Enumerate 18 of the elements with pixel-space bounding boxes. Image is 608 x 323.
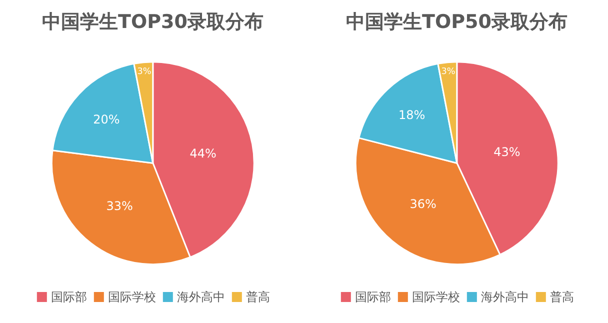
legend-label: 国际学校 <box>108 290 156 304</box>
data-label: 33% <box>106 199 133 214</box>
data-label: 36% <box>410 197 436 212</box>
data-label: 44% <box>190 146 216 161</box>
legend-label: 国际部 <box>355 290 391 304</box>
data-label: 3% <box>137 66 152 77</box>
chart-title: 中国学生TOP50录取分布 <box>346 11 568 33</box>
data-label: 43% <box>494 144 520 159</box>
chart-title: 中国学生TOP30录取分布 <box>42 11 264 33</box>
data-label: 3% <box>441 66 456 77</box>
legend-label: 海外高中 <box>177 290 225 304</box>
legend-label: 普高 <box>246 290 270 304</box>
data-label: 20% <box>93 112 120 126</box>
legend-label: 国际部 <box>51 290 87 304</box>
legend-label: 普高 <box>550 290 574 304</box>
legend-label: 国际学校 <box>412 290 460 304</box>
legend-label: 海外高中 <box>481 290 529 304</box>
data-label: 18% <box>398 108 426 122</box>
